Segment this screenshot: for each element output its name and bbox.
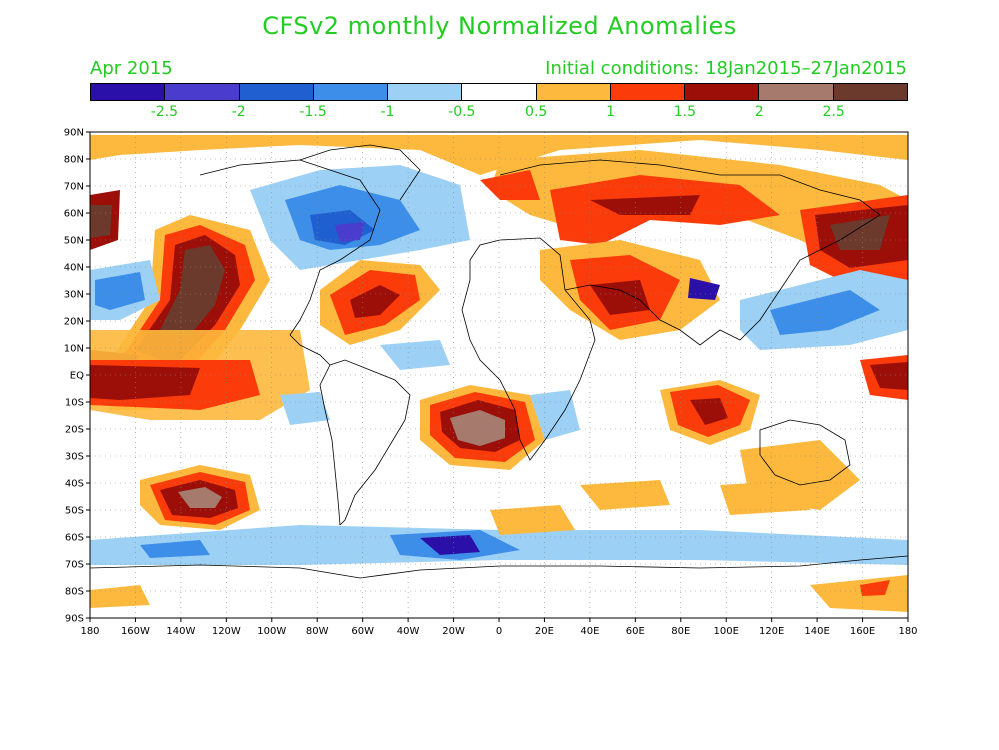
legend-swatch <box>610 84 686 100</box>
coastlines <box>89 144 909 579</box>
legend-label: -0.5 <box>448 104 476 120</box>
legend-swatch <box>536 84 611 100</box>
legend-swatch <box>388 84 463 100</box>
map-title: CFSv2 monthly Normalized Anomalies <box>262 12 737 40</box>
longitude-label: 20W <box>442 626 465 637</box>
legend-label: 1 <box>606 104 615 120</box>
legend-swatch <box>91 84 166 100</box>
latitude-label: 10S <box>65 398 84 409</box>
legend-label: -2.5 <box>150 104 179 120</box>
longitude-label: 180 <box>80 626 99 637</box>
legend-swatch <box>759 84 834 100</box>
latitude-label: 50N <box>64 236 84 247</box>
legend-swatch <box>462 84 537 100</box>
latitude-label: 70N <box>64 182 84 193</box>
legend-swatch <box>685 84 760 100</box>
longitude-tick-labels: 180 160W 140W 120W 100W 80W 60W 40W 20W 0 20E 40E 60… <box>80 618 918 637</box>
latitude-label: 90S <box>65 614 84 625</box>
legend-label: 2.5 <box>822 104 845 120</box>
longitude-label: 160E <box>850 626 875 637</box>
latitude-label: 80N <box>64 155 84 166</box>
longitude-label: 80E <box>671 626 690 637</box>
latitude-label: 30S <box>65 452 84 463</box>
latitude-label: 10N <box>64 344 84 355</box>
longitude-label: 120W <box>212 626 241 637</box>
longitude-label: 140W <box>166 626 195 637</box>
color-legend-bar <box>90 83 908 101</box>
longitude-label: 0 <box>496 626 502 637</box>
legend-label: -1.5 <box>299 104 327 120</box>
latitude-label: 30N <box>64 290 84 301</box>
longitude-label: 60E <box>626 626 645 637</box>
legend-label: 1.5 <box>673 104 697 120</box>
legend-label: -2 <box>231 104 246 120</box>
latitude-label: 20N <box>64 317 84 328</box>
legend-label: 2 <box>754 104 764 120</box>
longitude-label: 140E <box>804 626 829 637</box>
latitude-label: 60N <box>64 209 84 220</box>
longitude-label: 100W <box>257 626 286 637</box>
latitude-label: 80S <box>65 587 84 598</box>
latitude-label: 40S <box>65 479 84 490</box>
lat-lon-grid <box>90 132 908 618</box>
latitude-label: 20S <box>65 425 84 436</box>
valid-month-label: Apr 2015 <box>90 58 173 79</box>
latitude-label: 70S <box>65 560 84 571</box>
legend-label: -1 <box>380 104 395 120</box>
legend-swatch <box>833 84 907 100</box>
longitude-label: 40W <box>397 626 420 637</box>
latitude-label: 60S <box>65 533 84 544</box>
longitude-label: 120E <box>759 626 784 637</box>
latitude-label: 50S <box>65 506 84 517</box>
latitude-label: 40N <box>64 263 84 274</box>
legend-swatch <box>313 84 389 100</box>
longitude-label: 100E <box>714 626 739 637</box>
legend-swatch <box>165 84 240 100</box>
legend-swatch <box>239 84 314 100</box>
latitude-tick-labels: 90N 80N 70N 60N 50N 40N 30N 20N 10N EQ 10S 20S 30S 40… <box>64 128 90 625</box>
longitude-label: 180 <box>898 626 917 637</box>
initial-conditions-label: Initial conditions: 18Jan2015–27Jan2015 <box>545 58 907 79</box>
latitude-label: EQ <box>70 371 84 382</box>
longitude-label: 80W <box>306 626 329 637</box>
longitude-label: 40E <box>580 626 599 637</box>
legend-label: 0.5 <box>525 104 548 120</box>
longitude-label: 160W <box>121 626 150 637</box>
latitude-label: 90N <box>64 128 84 139</box>
longitude-label: 20E <box>535 626 554 637</box>
longitude-label: 60W <box>351 626 374 637</box>
